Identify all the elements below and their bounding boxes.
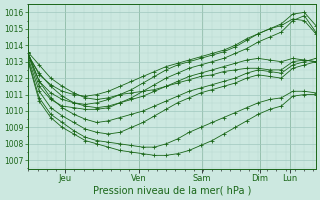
X-axis label: Pression niveau de la mer( hPa ): Pression niveau de la mer( hPa ) xyxy=(92,186,251,196)
